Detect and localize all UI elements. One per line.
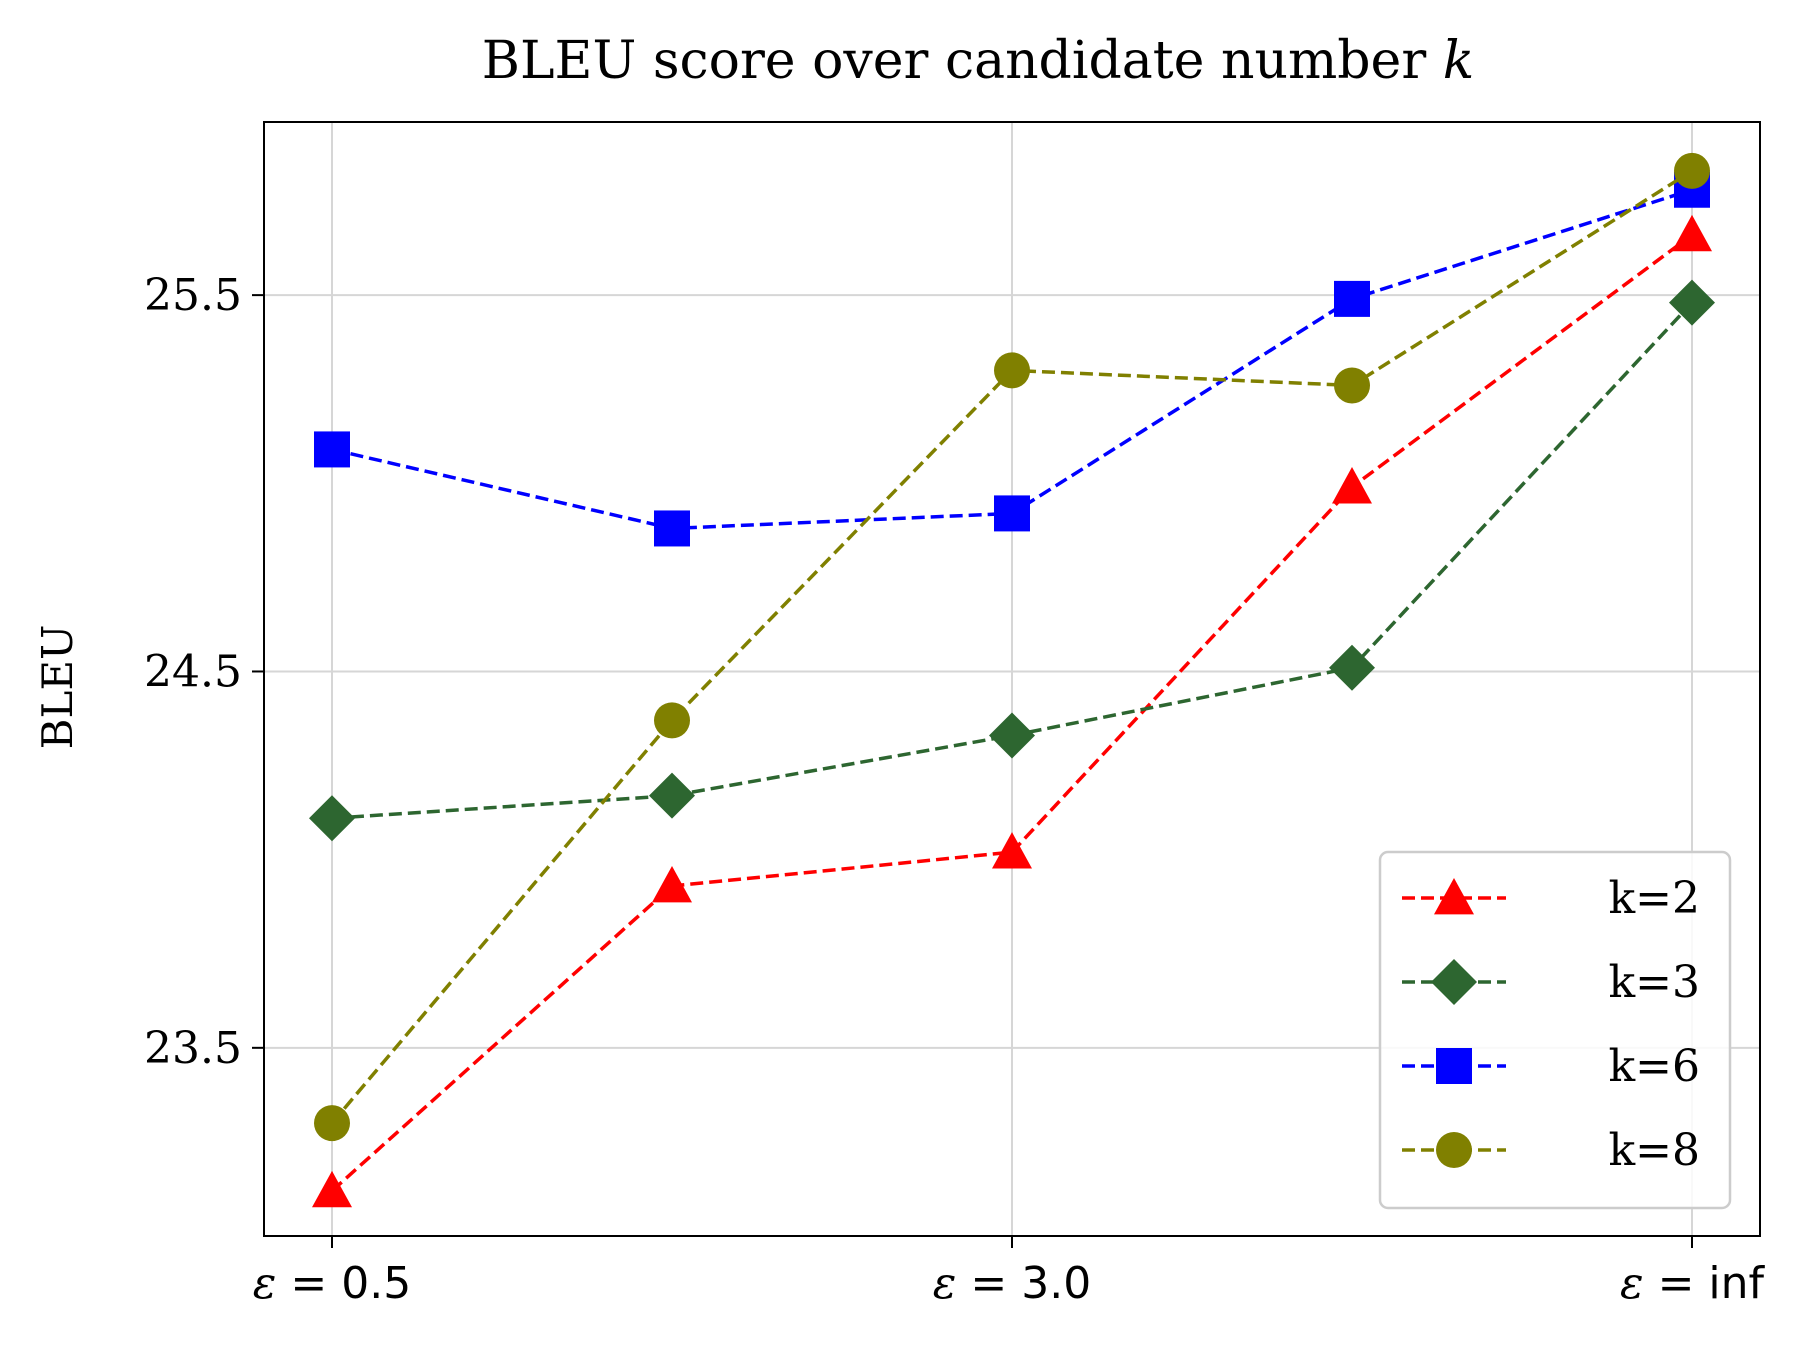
legend-marker [1436, 1132, 1472, 1168]
data-point-k2 [652, 865, 692, 903]
legend: k=2 k=3 k=6 k=8 [1378, 850, 1732, 1210]
data-point-k3 [989, 712, 1035, 759]
data-point-k3 [649, 772, 695, 819]
series-k3 [309, 279, 1715, 842]
data-point-k8 [994, 352, 1030, 389]
legend-label: k=2 [1608, 873, 1700, 924]
chart-title: BLEU score over candidate number k [482, 31, 1474, 91]
data-point-k2 [992, 832, 1032, 869]
y-tick-label: 25.5 [144, 270, 242, 321]
x-tick-label: ε = 3.0 [933, 1258, 1091, 1309]
data-point-k6 [994, 495, 1030, 532]
legend-label: k=6 [1608, 1041, 1700, 1092]
axis-ticks: ε = 0.5 ε = 3.0 ε = inf 23.5 24.5 25.5 [144, 270, 1766, 1309]
legend-label: k=3 [1608, 957, 1700, 1008]
data-point-k8 [1334, 367, 1370, 404]
legend-label: k=8 [1608, 1125, 1700, 1176]
legend-item-k2: k=2 [1402, 873, 1700, 924]
series-k2 [312, 214, 1712, 1208]
chart-title-main: BLEU score over candidate number [482, 31, 1427, 91]
data-point-k2 [1672, 214, 1712, 252]
x-tick-label: ε = 0.5 [253, 1258, 411, 1309]
legend-item-k6: k=6 [1402, 1041, 1700, 1092]
y-axis-label: BLEU [33, 625, 82, 750]
data-point-k3 [1329, 644, 1375, 691]
data-point-k2 [1332, 467, 1372, 504]
legend-item-k3: k=3 [1402, 957, 1700, 1008]
series-k8 [314, 152, 1710, 1142]
y-tick-label: 24.5 [144, 646, 242, 697]
legend-box [1378, 850, 1732, 1210]
chart-title-variable: k [1443, 31, 1475, 91]
data-point-k6 [314, 431, 350, 468]
series-k6 [314, 171, 1710, 547]
x-tick-label: ε = inf [1620, 1258, 1766, 1309]
y-tick-label: 23.5 [144, 1023, 242, 1074]
legend-marker [1436, 1048, 1472, 1084]
data-point-k8 [1674, 152, 1710, 189]
data-point-k6 [1334, 280, 1370, 317]
data-point-k6 [654, 510, 690, 547]
legend-marker [1431, 959, 1477, 1005]
data-point-k8 [654, 702, 690, 739]
data-point-k2 [312, 1170, 352, 1208]
data-point-k3 [309, 795, 355, 842]
data-point-k8 [314, 1105, 350, 1142]
plot-area [309, 152, 1715, 1208]
legend-marker [1434, 878, 1474, 915]
data-point-k3 [1669, 279, 1715, 326]
legend-item-k8: k=8 [1402, 1125, 1700, 1176]
